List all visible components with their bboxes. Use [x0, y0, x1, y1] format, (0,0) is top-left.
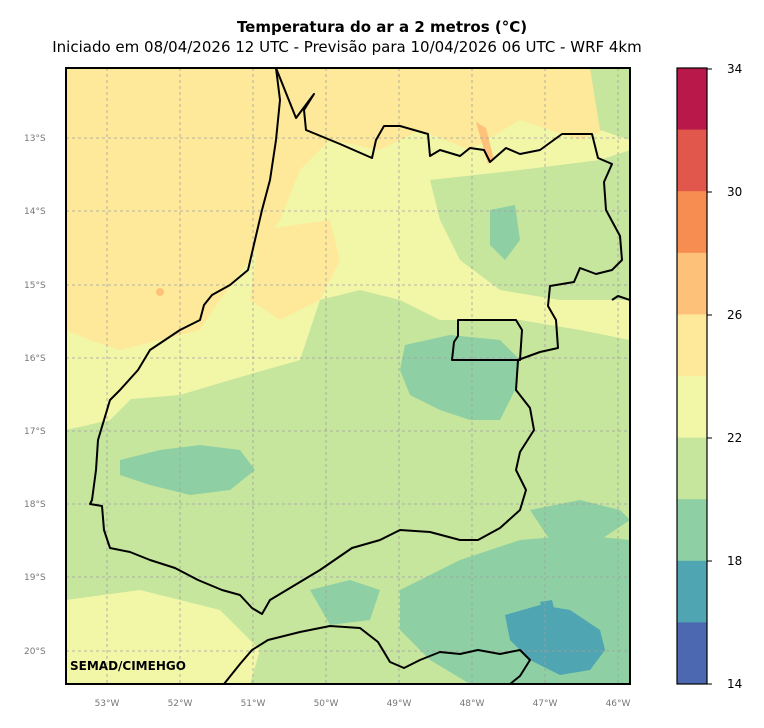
warm-area-northwest: [150, 140, 260, 270]
mint-area-central: [400, 335, 520, 420]
federal-district-boundary: [451, 319, 523, 361]
lon-label: 52°W: [168, 699, 193, 709]
colorbar-ticks: [707, 68, 712, 685]
colorbar-label: 34: [727, 62, 742, 76]
colorbar-segment: [677, 314, 707, 377]
colorbar-segment: [677, 437, 707, 500]
map-subtitle: Iniciado em 08/04/2026 12 UTC - Previsão…: [52, 38, 642, 56]
temperature-field: [66, 68, 630, 684]
lon-label: 50°W: [314, 699, 339, 709]
colorbar-segment: [677, 129, 707, 192]
lat-label: 15°S: [24, 281, 46, 291]
lat-label: 17°S: [24, 427, 46, 437]
latitude-labels: 13°S 14°S 15°S 16°S 17°S 18°S 19°S 20°S: [24, 134, 46, 657]
lat-label: 19°S: [24, 573, 46, 583]
lon-label: 48°W: [460, 699, 485, 709]
graticule: [66, 68, 630, 684]
lon-label: 46°W: [606, 699, 631, 709]
green-area-northeast: [430, 150, 630, 300]
state-boundaries: [89, 68, 630, 684]
colorbar-segment: [677, 560, 707, 623]
map-title: Temperatura do ar a 2 metros (°C): [236, 18, 528, 36]
mint-area-south-central: [310, 580, 380, 625]
colorbar-segment: [677, 252, 707, 315]
colorbar-segments: [677, 68, 707, 685]
southern-boundary: [223, 625, 531, 684]
colorbar-segment: [677, 499, 707, 562]
mint-area-west: [120, 445, 255, 495]
lon-label: 51°W: [241, 699, 266, 709]
map-frame: [65, 67, 631, 685]
lat-label: 14°S: [24, 207, 46, 217]
teal-area-southeast: [505, 605, 605, 675]
mint-area-southeast-2: [530, 500, 630, 540]
colorbar-segment: [677, 376, 707, 439]
teal-spot: [540, 600, 555, 614]
lon-label: 47°W: [533, 699, 558, 709]
lon-label: 49°W: [387, 699, 412, 709]
colorbar-label: 30: [727, 185, 742, 199]
colorbar-segment: [677, 68, 707, 131]
green-area-far-northeast: [590, 68, 630, 140]
colorbar-frame: [676, 67, 708, 685]
goias-boundary: [89, 68, 623, 615]
colorbar-label: 22: [727, 431, 742, 445]
lat-label: 18°S: [24, 500, 46, 510]
colorbar: 34 30 26 22 18 14: [676, 62, 742, 691]
cream-patch-west: [66, 370, 140, 430]
colorbar-label: 14: [727, 677, 742, 691]
lat-label: 13°S: [24, 134, 46, 144]
lat-label: 20°S: [24, 647, 46, 657]
lon-label: 53°W: [95, 699, 120, 709]
minas-gerais-boundary: [611, 295, 630, 301]
colorbar-label: 26: [727, 308, 742, 322]
credit-label: SEMAD/CIMEHGO: [70, 659, 186, 673]
colorbar-segment: [677, 191, 707, 254]
mint-area-east: [490, 205, 520, 260]
colorbar-segment: [677, 622, 707, 685]
warm-spot: [156, 288, 164, 296]
warm-area-north: [66, 68, 630, 350]
cream-patch-southwest: [66, 590, 260, 684]
longitude-labels: 53°W 52°W 51°W 50°W 49°W 48°W 47°W 46°W: [95, 699, 631, 709]
lat-label: 16°S: [24, 354, 46, 364]
warm-area-central: [250, 220, 340, 320]
warm-streak: [476, 122, 494, 164]
colorbar-label: 18: [727, 554, 742, 568]
